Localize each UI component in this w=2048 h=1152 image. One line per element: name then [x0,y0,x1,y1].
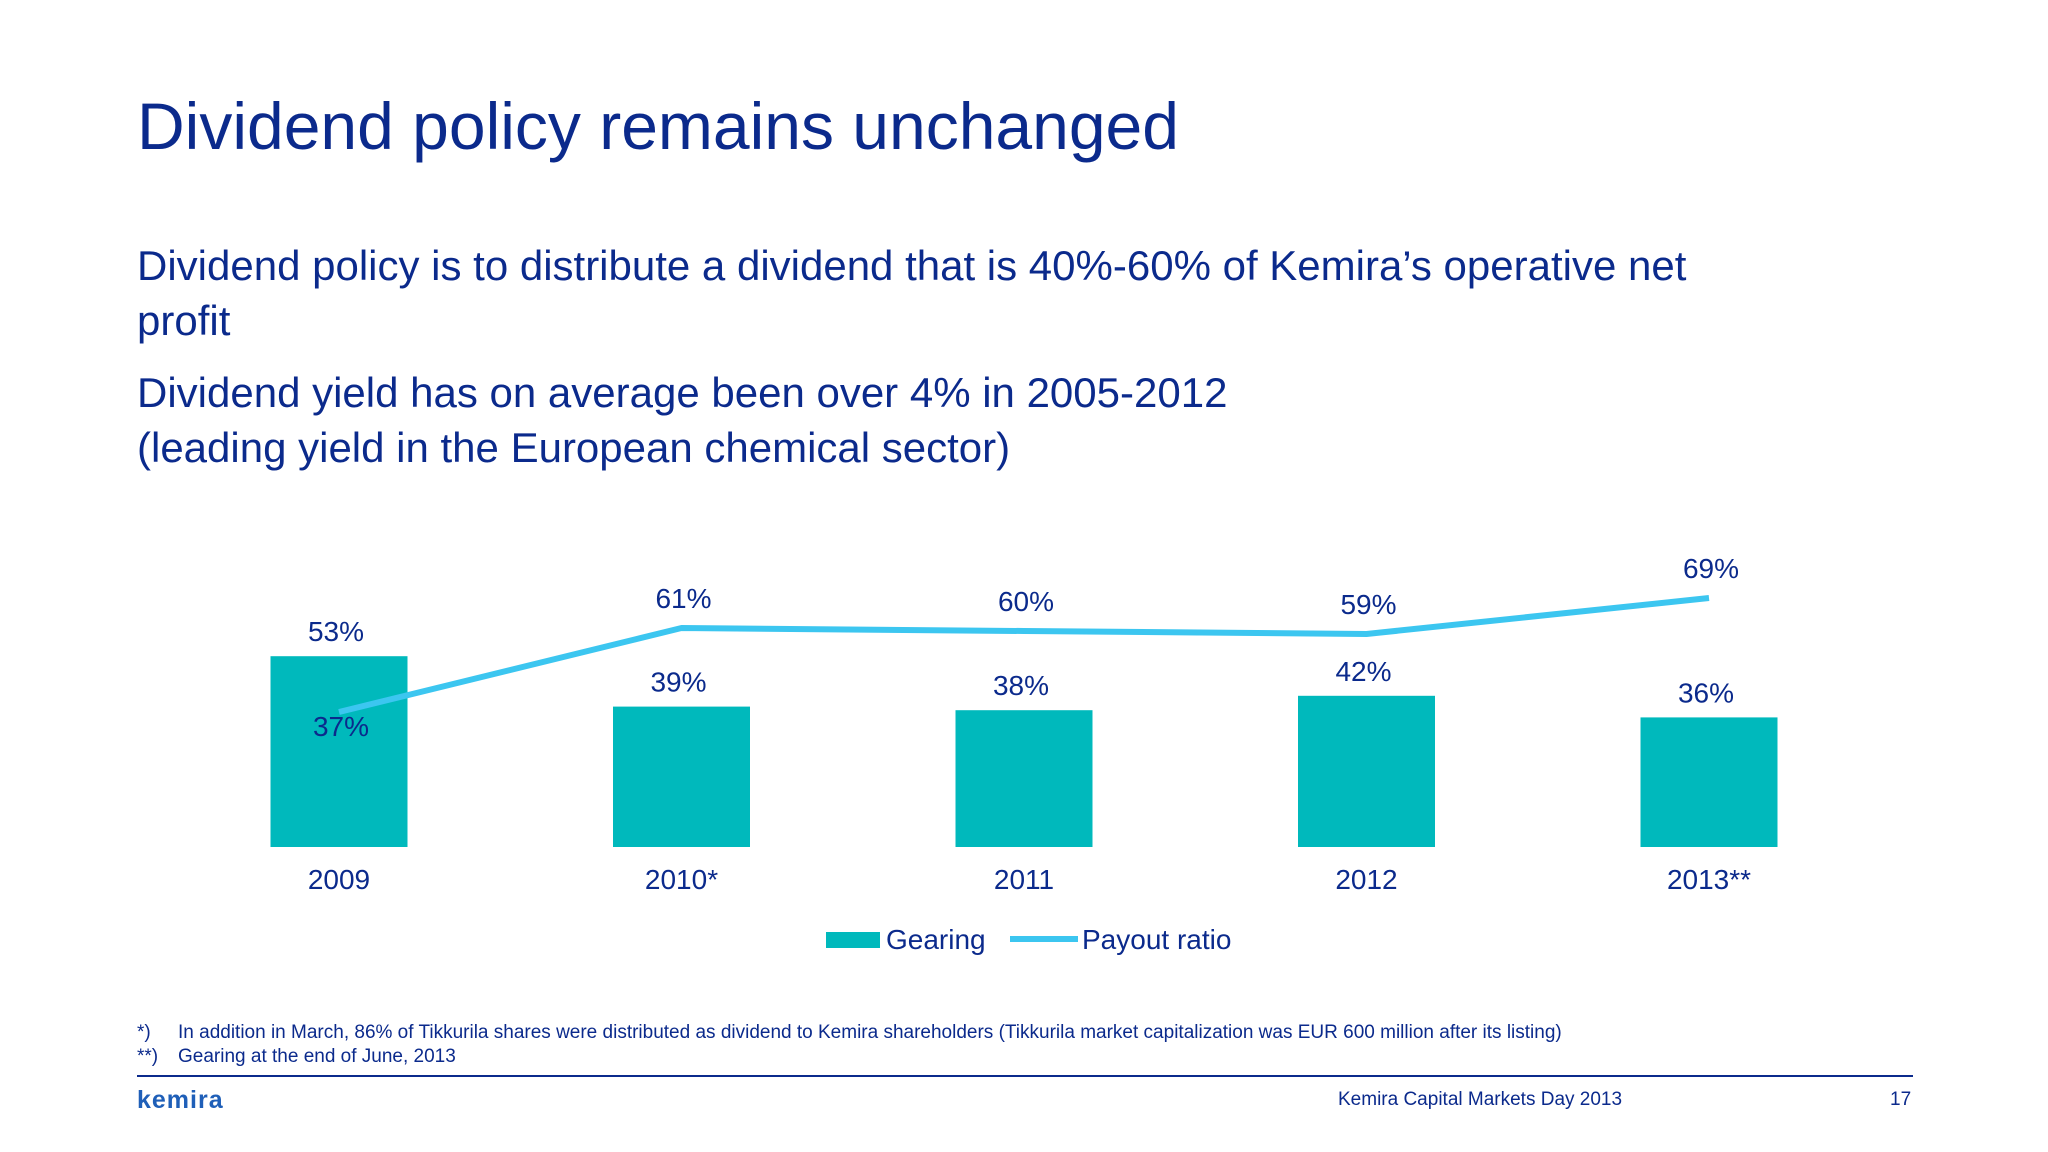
kemira-logo: kemira [137,1086,224,1114]
payout-data-label: 59% [1340,589,1396,620]
gearing-bar [270,656,408,847]
legend-gearing-label: Gearing [886,924,986,955]
page-title: Dividend policy remains unchanged [137,89,1179,163]
gearing-data-label: 53% [308,616,364,647]
gearing-bar [613,706,750,847]
footnote-text: In addition in March, 86% of Tikkurila s… [178,1022,1562,1043]
bullet-line: (leading yield in the European chemical … [137,424,1011,471]
footer-event: Kemira Capital Markets Day 2013 [1338,1089,1623,1110]
category-label: 2010* [645,864,718,895]
bullet-line: profit [137,297,231,344]
legend-payout-label: Payout ratio [1082,924,1231,955]
payout-ratio-line [338,595,1710,715]
bullet-line: Dividend yield has on average been over … [137,369,1228,416]
gearing-data-label: 38% [993,670,1049,701]
bullet-line: Dividend policy is to distribute a divid… [137,242,1687,289]
category-label: 2009 [308,864,370,895]
footnote-text: Gearing at the end of June, 2013 [178,1046,456,1067]
gearing-payout-chart: 53% 39% 38% 42% 36% 37% 61% 60% 59% 69% 2009 2010* 2… [270,553,1778,955]
bullet-dividend-yield: Dividend yield has on average been over … [137,365,1917,475]
category-label: 2013** [1667,864,1751,895]
gearing-bar [1640,717,1778,847]
payout-data-label: 61% [655,583,711,614]
legend-gearing-swatch [826,932,880,948]
footnote-mark: **) [137,1046,159,1067]
footnotes: *) In addition in March, 86% of Tikkuril… [137,1021,1562,1069]
payout-data-label: 60% [998,586,1054,617]
gearing-data-label: 36% [1678,677,1734,708]
gearing-data-label: 42% [1335,656,1391,687]
payout-data-label: 69% [1683,553,1739,584]
gearing-bar [1298,695,1435,847]
gearing-data-label: 39% [650,667,706,698]
footnote: *) In addition in March, 86% of Tikkuril… [137,1021,1562,1045]
bullet-dividend-policy: Dividend policy is to distribute a divid… [137,238,1917,348]
payout-data-label: 37% [313,711,369,742]
footer-divider [137,1075,1913,1077]
gearing-bar [955,710,1093,847]
footnote: **) Gearing at the end of June, 2013 [137,1045,1562,1069]
page-number: 17 [1890,1089,1912,1110]
category-label: 2011 [994,864,1054,895]
category-label: 2012 [1335,864,1397,895]
footnote-mark: *) [137,1022,151,1043]
